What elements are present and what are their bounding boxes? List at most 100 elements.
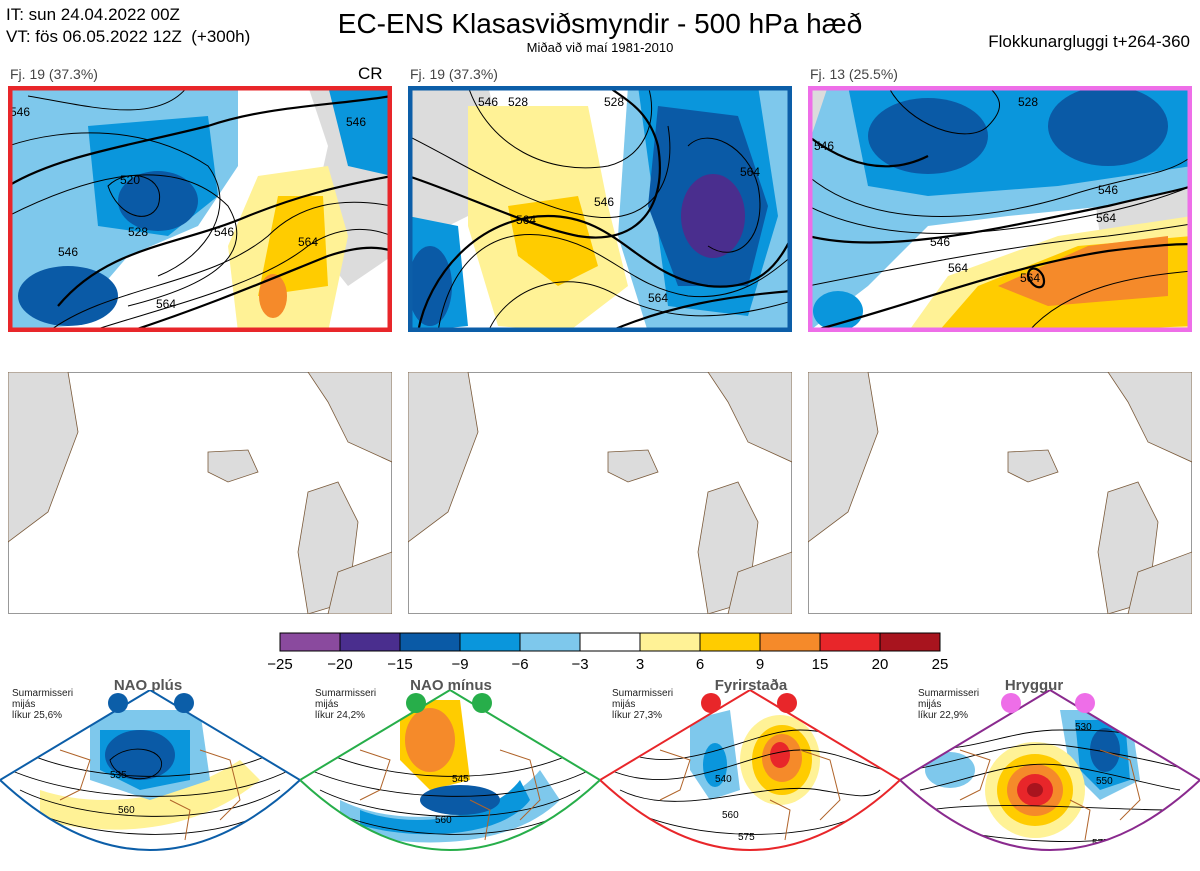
- empty-map-1: [8, 372, 392, 614]
- panel-2-label: Fj. 19 (37.3%): [410, 66, 498, 82]
- regime-2-info: Sumarmisseri mijás líkur 24,2%: [315, 688, 376, 721]
- contour-label: 550: [1096, 776, 1113, 787]
- colorbar-cell: [879, 632, 941, 652]
- contour-label: 546: [930, 235, 950, 249]
- colorbar: [279, 632, 941, 652]
- anomaly-area: [813, 291, 863, 331]
- contour-label: 564: [156, 297, 176, 311]
- contour-label: 564: [298, 235, 318, 249]
- land-greenland: [8, 372, 79, 543]
- land-europe: [727, 551, 792, 614]
- contour-label: 560: [722, 810, 739, 821]
- regime-map-2: 545 560 575: [300, 690, 600, 861]
- contour-label: 560: [435, 815, 452, 826]
- regime-likelihood: líkur 25,6%: [12, 710, 63, 721]
- colorbar-tick-label: −25: [267, 656, 293, 673]
- colorbar-cell: [279, 632, 341, 652]
- vt-line: VT: fös 06.05.2022 12Z (+300h): [6, 27, 251, 46]
- anomaly-core: [1048, 86, 1168, 166]
- colorbar-cell: [639, 632, 701, 652]
- contour-label: 560: [118, 805, 135, 816]
- colorbar-cell: [399, 632, 461, 652]
- empty-map-2: [408, 372, 792, 614]
- classification-window: Flokkunargluggi t+264-360: [988, 32, 1190, 51]
- anomaly-area: [328, 86, 392, 176]
- contour-label: 564: [740, 165, 760, 179]
- regime-season: Sumarmisseri: [12, 688, 74, 699]
- anomaly-core: [868, 98, 988, 174]
- cluster-map-3: 546 528 546 564 546 564 564: [808, 86, 1192, 332]
- contour-label: 528: [508, 95, 528, 109]
- contour-label: 530: [1075, 722, 1092, 733]
- colorbar-cell: [459, 632, 521, 652]
- colorbar-tick-label: −3: [571, 656, 589, 673]
- regime-3-border: [600, 690, 900, 851]
- panel-1-tag: CR: [358, 64, 383, 83]
- regime-3-marker: [777, 693, 797, 713]
- contour-label: 575: [445, 850, 462, 861]
- anomaly-core: [259, 274, 287, 318]
- colorbar-tick-label: −20: [327, 656, 353, 673]
- land-scandinavia: [707, 372, 792, 463]
- contour-label: 546: [594, 195, 614, 209]
- colorbar-tick-label: 15: [811, 656, 829, 673]
- regime-4-marker: [1001, 693, 1021, 713]
- land-greenland: [808, 372, 879, 543]
- contour-label: 528: [1018, 95, 1038, 109]
- regime-period: mijás: [12, 699, 36, 710]
- land-europe: [327, 551, 392, 614]
- contour-label: 546: [346, 115, 366, 129]
- regime-2-border: [300, 690, 600, 851]
- colorbar-cell: [759, 632, 821, 652]
- colorbar-tick-label: 25: [931, 656, 949, 673]
- regime-2-title: NAO mínus: [410, 677, 492, 694]
- panel-1-label: Fj. 19 (37.3%): [10, 66, 98, 82]
- regime-period: mijás: [918, 699, 942, 710]
- regime-2-marker: [406, 693, 426, 713]
- contour-label: 520: [120, 173, 140, 187]
- colorbar-cell: [579, 632, 641, 652]
- regime-likelihood: líkur 22,9%: [918, 710, 969, 721]
- contour-label: 546: [1098, 183, 1118, 197]
- regime-map-3: 540 560 575: [600, 690, 900, 851]
- colorbar-cell: [519, 632, 581, 652]
- cluster-map-2: 546 528 528 546 564 564 564: [408, 86, 792, 332]
- panel-2-border: [408, 86, 792, 332]
- panel-3-border: [808, 86, 1192, 332]
- regime-1-info: Sumarmisseri mijás líkur 25,6%: [12, 688, 73, 721]
- land-iceland: [607, 449, 659, 483]
- regime-map-1: 535 560: [0, 690, 300, 851]
- land-iceland: [207, 449, 259, 483]
- regime-season: Sumarmisseri: [612, 688, 674, 699]
- contour-label: 535: [110, 770, 127, 781]
- colorbar-tick-label: 3: [635, 656, 645, 673]
- land-europe: [1127, 551, 1192, 614]
- regime-period: mijás: [612, 699, 636, 710]
- colorbar-cell: [699, 632, 761, 652]
- contour-label: 546: [10, 105, 30, 119]
- contour-label: 564: [948, 261, 968, 275]
- it-line: IT: sun 24.04.2022 00Z: [6, 5, 180, 24]
- cluster-map-1: 546 520 528 546 564 564 546 546: [8, 86, 392, 332]
- contour-label: 564: [1020, 271, 1040, 285]
- anomaly-core: [998, 236, 1168, 306]
- land-scandinavia: [307, 372, 392, 463]
- regime-season: Sumarmisseri: [315, 688, 377, 699]
- regime-1-title: NAO plús: [113, 677, 183, 694]
- colorbar-cell: [339, 632, 401, 652]
- colorbar-tick-label: 20: [871, 656, 889, 673]
- regime-1-border: [0, 690, 300, 851]
- contour-label: 540: [715, 774, 732, 785]
- regime-4-info: Sumarmisseri mijás líkur 22,9%: [918, 688, 979, 721]
- land-scandinavia: [1107, 372, 1192, 463]
- contour-label: 546: [58, 245, 78, 259]
- anomaly-core: [681, 174, 745, 258]
- regime-1-marker: [108, 693, 128, 713]
- colorbar-tick-label: 9: [755, 656, 765, 673]
- regime-3-title: Fyrirstaða: [714, 677, 788, 694]
- contour-label: 564: [1096, 211, 1116, 225]
- contour-label: 528: [604, 95, 624, 109]
- page-title: EC-ENS Klasasviðsmyndir - 500 hPa hæð: [337, 8, 863, 39]
- contour-label: 564: [648, 291, 668, 305]
- regime-likelihood: líkur 24,2%: [315, 710, 366, 721]
